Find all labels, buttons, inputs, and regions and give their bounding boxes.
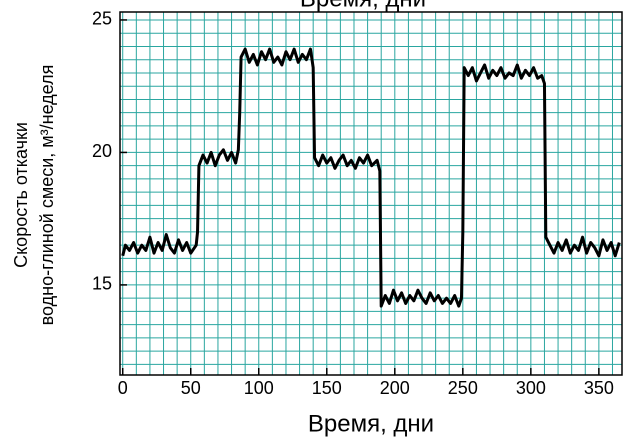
- x-tick-label: 250: [448, 378, 478, 398]
- x-tick-label: 50: [181, 378, 201, 398]
- y-tick-label: 20: [92, 141, 112, 161]
- x-tick-label: 300: [516, 378, 546, 398]
- y-tick-label: 15: [92, 274, 112, 294]
- x-tick-label: 150: [312, 378, 342, 398]
- chart-title: Время, дни: [300, 0, 426, 12]
- y-tick-label: 25: [92, 9, 112, 29]
- data-line: [121, 47, 621, 308]
- x-tick-label: 100: [244, 378, 274, 398]
- x-axis-label: Время, дни: [308, 410, 434, 437]
- x-tick-label: 350: [584, 378, 614, 398]
- x-tick-label: 200: [380, 378, 410, 398]
- plot-frame: [119, 11, 623, 376]
- y-axis-label: Скорость откачки: [11, 122, 31, 268]
- y-axis-label: водно-глиной смеси, м³/неделя: [37, 65, 57, 326]
- x-tick-label: 0: [118, 378, 128, 398]
